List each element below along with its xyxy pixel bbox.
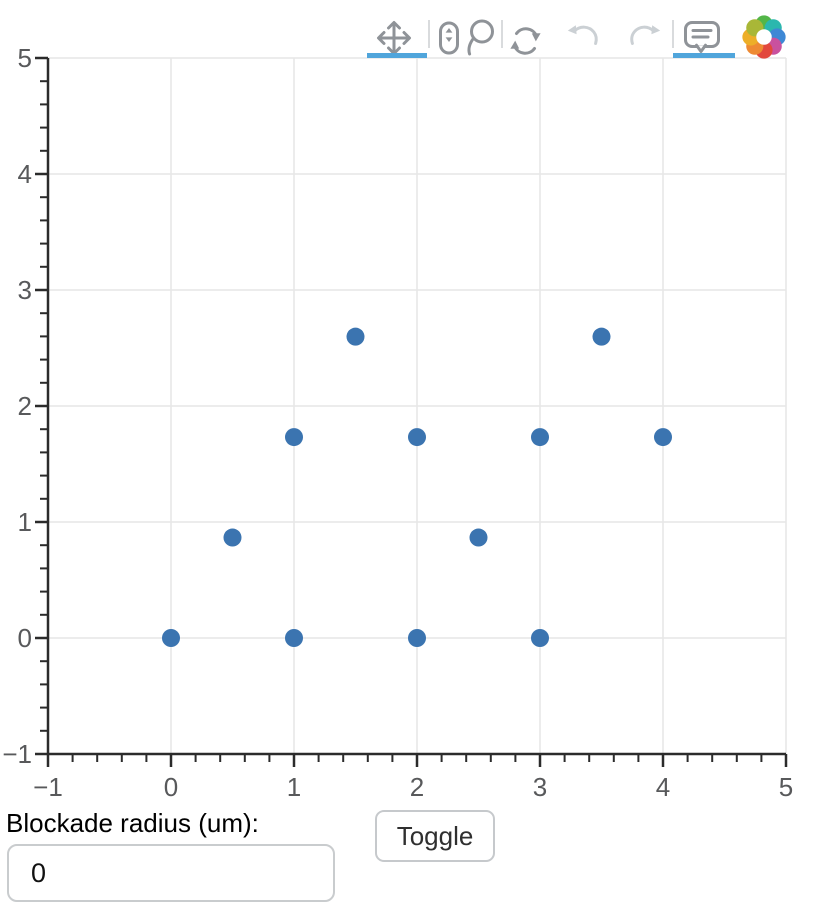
y-tick-label: −1 bbox=[2, 739, 32, 769]
toolbar-separator bbox=[501, 20, 503, 48]
x-tick-label: 4 bbox=[656, 772, 670, 802]
blockade-radius-input[interactable] bbox=[7, 844, 335, 902]
bokeh-logo[interactable] bbox=[741, 14, 787, 65]
active-tool-indicator-hover bbox=[673, 53, 735, 58]
plot-toolbar bbox=[365, 8, 820, 59]
undo-icon bbox=[567, 25, 598, 45]
data-point[interactable] bbox=[223, 528, 242, 547]
x-tick-label: 1 bbox=[287, 772, 301, 802]
data-point[interactable] bbox=[469, 528, 488, 547]
lasso-select-tool-button[interactable] bbox=[461, 17, 497, 59]
scatter-plot[interactable]: −1 0 1 2 3 4 5 −1 0 1 2 3 4 5 bbox=[0, 0, 820, 804]
data-point[interactable] bbox=[531, 428, 549, 447]
toolbar-separator bbox=[672, 20, 674, 48]
y-tick-label: 5 bbox=[18, 43, 32, 73]
redo-tool-button[interactable] bbox=[624, 20, 664, 54]
undo-tool-button[interactable] bbox=[564, 20, 604, 54]
logo-petals bbox=[742, 15, 786, 59]
data-point[interactable] bbox=[408, 428, 426, 447]
x-tick-label: 3 bbox=[533, 772, 547, 802]
reset-tool-button[interactable] bbox=[506, 18, 544, 58]
blockade-radius-label: Blockade radius (um): bbox=[6, 808, 259, 838]
data-point[interactable] bbox=[592, 327, 611, 346]
reset-icon bbox=[510, 27, 541, 55]
toolbar-separator bbox=[428, 20, 430, 48]
y-tick-label: 0 bbox=[18, 623, 32, 653]
data-point[interactable] bbox=[654, 428, 672, 447]
wheel-zoom-tool-button[interactable] bbox=[436, 17, 462, 59]
hover-tool-button[interactable] bbox=[682, 17, 722, 59]
data-point[interactable] bbox=[346, 327, 365, 346]
toggle-button[interactable]: Toggle bbox=[375, 810, 495, 862]
redo-icon bbox=[630, 25, 661, 45]
x-tick-label: 0 bbox=[164, 772, 178, 802]
data-point[interactable] bbox=[162, 629, 180, 647]
y-tick-label: 2 bbox=[18, 391, 32, 421]
y-tick-label: 1 bbox=[18, 507, 32, 537]
x-tick-label: 2 bbox=[410, 772, 424, 802]
y-tick-label: 4 bbox=[18, 159, 32, 189]
hover-icon bbox=[684, 21, 720, 53]
data-point[interactable] bbox=[285, 428, 303, 447]
data-point[interactable] bbox=[285, 629, 303, 647]
lasso-icon bbox=[467, 19, 494, 56]
active-tool-indicator-pan bbox=[367, 53, 427, 58]
x-tick-label: 5 bbox=[779, 772, 793, 802]
x-tick-label: −1 bbox=[33, 772, 63, 802]
bokeh-logo-icon bbox=[742, 15, 786, 59]
data-point[interactable] bbox=[531, 629, 549, 647]
data-point[interactable] bbox=[408, 629, 426, 647]
y-tick-label: 3 bbox=[18, 275, 32, 305]
mouse-wheel-icon bbox=[439, 21, 459, 55]
